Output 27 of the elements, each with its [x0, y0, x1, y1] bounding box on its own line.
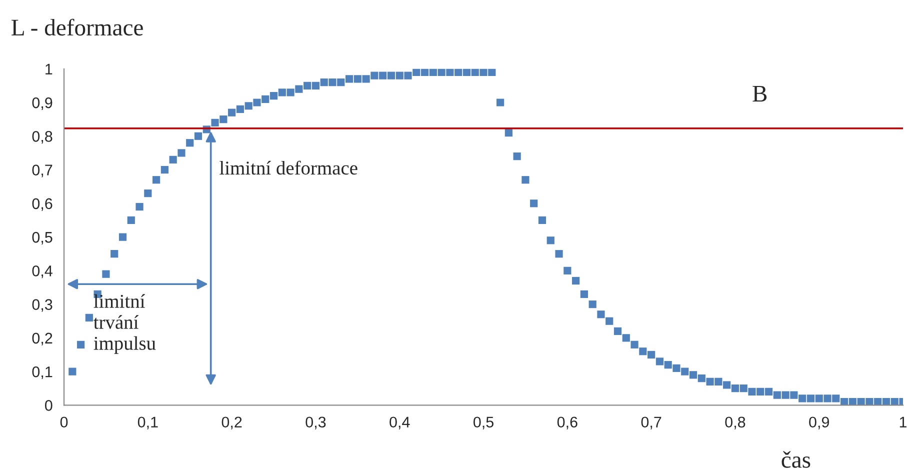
- annotation: limitní trvání impulsu: [94, 294, 156, 354]
- y-tick-label: 0,9: [32, 97, 52, 110]
- x-tick-label: 0,4: [390, 416, 410, 430]
- x-tick-label: 0,3: [306, 416, 326, 430]
- y-tick-label: 0,2: [32, 332, 52, 346]
- y-tick-label: 0,1: [32, 366, 52, 380]
- y-tick-label: 0,3: [32, 299, 52, 312]
- x-tick-label: 0,5: [473, 416, 494, 430]
- x-tick-label: 0,1: [138, 416, 158, 430]
- y-tick-label: 0,8: [32, 131, 52, 144]
- y-tick-label: 0,4: [32, 266, 52, 278]
- x-tick-label: 0,9: [809, 416, 830, 430]
- x-tick-label: 0,8: [725, 416, 746, 430]
- y-tick-label: 1: [46, 64, 52, 74]
- y-tick-label: 0,6: [32, 198, 52, 211]
- x-axis-title: čas: [782, 451, 810, 468]
- x-tick-label: 0: [60, 416, 68, 428]
- x-tick-label: 0,2: [222, 416, 242, 430]
- y-tick-label: 0: [45, 400, 52, 411]
- y-tick-label: 0,5: [32, 232, 52, 245]
- annotation: limitní deformace: [220, 160, 358, 175]
- y-axis-title: L - deformace: [12, 18, 143, 36]
- x-tick-label: 0,7: [641, 416, 662, 430]
- x-tick-label: 0,6: [557, 416, 578, 430]
- annotation: B: [752, 86, 767, 102]
- y-tick-label: 0,7: [32, 164, 52, 178]
- x-tick-label: 1: [900, 416, 907, 428]
